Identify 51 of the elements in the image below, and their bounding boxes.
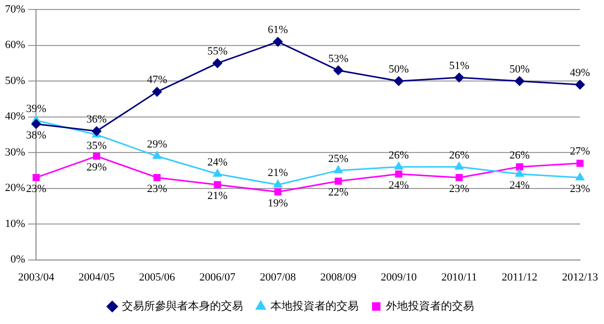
legend-label: 本地投資者的交易 (270, 299, 358, 312)
x-tick-label: 2007/08 (260, 271, 296, 284)
data-label: 36% (86, 114, 107, 126)
legend-label: 交易所參與者本身的交易 (122, 299, 243, 312)
x-tick-label: 2012/13 (562, 271, 599, 284)
x-tick-label: 2003/04 (18, 271, 55, 284)
legend-label: 外地投資者的交易 (386, 299, 474, 312)
data-label: 39% (26, 102, 46, 115)
data-label: 26% (388, 149, 409, 162)
x-tick-label: 2004/05 (78, 271, 116, 284)
data-label: 27% (570, 146, 590, 158)
y-tick-label: 10% (4, 218, 26, 230)
data-label: 24% (388, 179, 409, 192)
data-label: 49% (570, 67, 590, 80)
data-label: 47% (146, 74, 168, 86)
x-tick-label: 2005/06 (138, 271, 176, 284)
y-tick-label: 0% (10, 254, 26, 266)
data-label: 23% (570, 182, 590, 195)
y-tick-label: 20% (4, 182, 26, 194)
data-label: 19% (268, 197, 288, 210)
data-label: 25% (328, 152, 348, 165)
x-tick-label: 2008/09 (320, 271, 357, 284)
data-label: 55% (207, 46, 228, 58)
y-tick-label: 70% (4, 3, 26, 16)
y-tick-label: 40% (4, 110, 26, 123)
data-label: 26% (509, 149, 530, 162)
data-label: 29% (146, 138, 168, 151)
y-tick-label: 30% (4, 146, 26, 158)
y-tick-label: 50% (4, 74, 26, 87)
data-label: 21% (268, 167, 288, 180)
data-label: 29% (86, 162, 107, 174)
data-label: 51% (449, 60, 470, 72)
data-label: 26% (449, 149, 470, 162)
data-label: 38% (26, 129, 46, 142)
data-label: 53% (328, 52, 348, 65)
data-label: 21% (207, 190, 228, 202)
x-tick-label: 2009/10 (380, 271, 418, 284)
data-label: 23% (26, 182, 46, 195)
data-label: 24% (509, 179, 530, 192)
data-label: 23% (146, 182, 168, 195)
x-tick-label: 2010/11 (441, 271, 477, 284)
x-tick-label: 2011/12 (502, 271, 538, 284)
data-label: 35% (86, 140, 107, 152)
data-label: 24% (207, 156, 228, 168)
x-tick-label: 2006/07 (199, 271, 236, 284)
y-tick-label: 60% (4, 39, 26, 52)
data-label: 23% (449, 182, 470, 195)
data-label: 22% (328, 186, 348, 199)
data-label: 61% (268, 24, 288, 36)
data-label: 50% (509, 63, 530, 76)
data-label: 50% (388, 63, 409, 76)
